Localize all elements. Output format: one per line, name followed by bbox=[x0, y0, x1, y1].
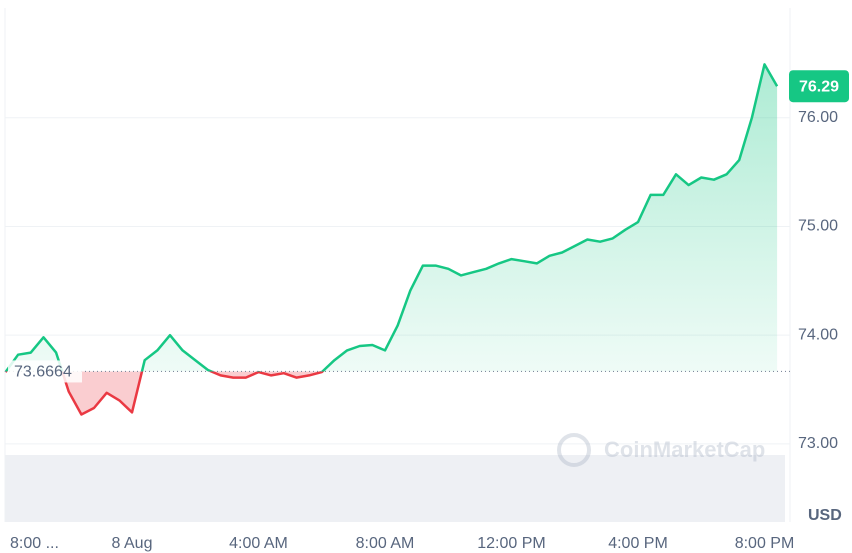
volume-area bbox=[5, 455, 785, 522]
area-down bbox=[5, 371, 323, 415]
y-unit: USD bbox=[808, 507, 842, 524]
baseline-label-bg bbox=[8, 360, 82, 383]
y-tick-label: 73.00 bbox=[798, 435, 838, 452]
y-tick-label: 74.00 bbox=[798, 326, 838, 343]
price-tag bbox=[789, 70, 849, 103]
watermark: CoinMarketCap bbox=[557, 433, 765, 467]
watermark-text: CoinMarketCap bbox=[604, 437, 765, 462]
y-tick-label: 75.00 bbox=[798, 218, 838, 235]
line-down bbox=[4, 371, 325, 416]
price-tag-label: 76.29 bbox=[799, 78, 839, 95]
line-up bbox=[4, 63, 779, 372]
x-tick-label: 4:00 AM bbox=[229, 535, 288, 552]
plot: 73.6664 76.29 bbox=[4, 63, 849, 416]
area-up bbox=[5, 64, 778, 372]
baseline-label: 73.6664 bbox=[14, 364, 72, 381]
x-tick-label: 8:00 ... bbox=[10, 535, 59, 552]
y-tick-label: 76.00 bbox=[798, 109, 838, 126]
x-tick-label: 8:00 PM bbox=[735, 535, 795, 552]
x-tick-label: 8:00 AM bbox=[356, 535, 415, 552]
x-tick-label: 8 Aug bbox=[112, 535, 153, 552]
x-tick-label: 12:00 PM bbox=[477, 535, 545, 552]
x-tick-label: 4:00 PM bbox=[608, 535, 668, 552]
